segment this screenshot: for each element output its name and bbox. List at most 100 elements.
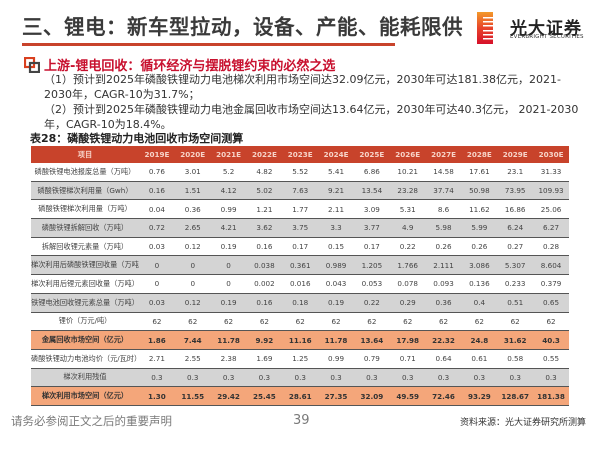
cell-value: 0.36 [174, 199, 211, 220]
cell-value: 0.3 [425, 368, 462, 388]
bullet-item: （1）预计到2025年磷酸铁锂动力电池梯次利用市场空间达32.09亿元，2030… [44, 73, 561, 101]
cell-value: 0.136 [461, 274, 498, 294]
cell-value: 0.04 [139, 199, 175, 220]
cell-value: 2.55 [174, 349, 211, 369]
cell-value: 181.38 [533, 386, 569, 406]
cell-value: 0.16 [246, 293, 283, 313]
cell-value: 31.33 [533, 163, 569, 182]
cell-value: 1.77 [282, 199, 319, 220]
cell-value: 5.2 [210, 163, 247, 182]
row-label: 磷酸铁锂电池报废总量（万吨） [31, 163, 139, 182]
cell-value: 0.989 [318, 255, 354, 276]
row-label: 梯次利用残值 [31, 368, 139, 388]
table-row: 磷酸铁锂动力电池均价（元/瓦时） 2.71 2.55 2.38 1.69 1.25 0.99… [31, 349, 569, 369]
cell-value: 0.19 [318, 293, 354, 313]
row-label: 梯次利用后磷酸铁锂回收量（万吨） [31, 255, 139, 276]
cell-value: 8.6 [425, 199, 462, 220]
cell-value: 0.3 [533, 368, 569, 388]
cell-value: 0.3 [174, 368, 211, 388]
table-row: 磷酸铁锂拆解回收（万吨） 0.72 2.65 4.21 3.62 3.75 3.3 3.77 4… [31, 218, 569, 238]
column-header-year: 2025E [353, 146, 390, 163]
cell-value: 7.63 [282, 181, 319, 201]
cell-value: 0.002 [246, 274, 283, 294]
row-label: 磷酸铁锂动力电池均价（元/瓦时） [31, 349, 139, 369]
cell-value: 17.98 [389, 330, 426, 350]
cell-value: 2.65 [174, 218, 211, 238]
cell-value: 0.76 [139, 163, 175, 182]
cell-value: 0.51 [497, 293, 534, 313]
cell-value: 22.32 [425, 330, 462, 350]
cell-value: 5.02 [246, 181, 283, 201]
cell-value: 0.093 [425, 274, 462, 294]
cell-value: 11.62 [461, 199, 498, 220]
column-header-year: 2021E [210, 146, 247, 163]
table-row: 梯次利用残值 0.3 0.3 0.3 0.3 0.3 0.3 0.3 0.3 0.3 0.3 0.3 0… [31, 368, 569, 388]
table-row: 磷酸铁锂梯次利用量（万吨） 0.04 0.36 0.99 1.21 1.77 2.11 3.0… [31, 199, 569, 220]
cell-value: 3.62 [246, 218, 283, 238]
cell-value: 0.71 [389, 349, 426, 369]
cell-value: 1.69 [246, 349, 283, 369]
cell-value: 2.71 [139, 349, 175, 369]
cell-value: 1.51 [174, 181, 211, 201]
disclaimer-note: 请务必参阅正文之后的重要声明 [11, 414, 172, 428]
cell-value: 0 [210, 255, 247, 276]
cell-value: 0.19 [210, 237, 247, 257]
bullet-item: （2）预计到2025年磷酸铁锂动力电池金属回收市场空间达13.64亿元，2030… [44, 103, 579, 131]
cell-value: 3.3 [318, 218, 354, 238]
table-row: 梯次利用后锂元素回收量（万吨） 0 0 0 0.002 0.016 0.043 0.053 0.… [31, 274, 569, 294]
cell-value: 62 [174, 312, 211, 332]
row-label: 磷酸铁锂梯次利用量（Gwh） [31, 181, 139, 201]
column-header-year: 2022E [246, 146, 283, 163]
source-note: 资料来源：光大证券研究所测算 [459, 418, 586, 428]
cell-value: 1.30 [139, 386, 175, 406]
bullet-list: （1）预计到2025年磷酸铁锂动力电池梯次利用市场空间达32.09亿元，2030… [44, 72, 584, 132]
cell-value: 37.74 [425, 181, 462, 201]
cell-value: 0.79 [353, 349, 390, 369]
cell-value: 2.38 [210, 349, 247, 369]
cell-value: 11.78 [210, 330, 247, 350]
cell-value: 0.72 [139, 218, 175, 238]
cell-value: 1.21 [246, 199, 283, 220]
cell-value: 13.64 [353, 330, 390, 350]
column-header-year: 2023E [282, 146, 319, 163]
cell-value: 25.45 [246, 386, 283, 406]
cell-value: 1.25 [282, 349, 319, 369]
cell-value: 0.17 [282, 237, 319, 257]
cell-value: 62 [533, 312, 569, 332]
cell-value: 0.19 [210, 293, 247, 313]
cell-value: 0.16 [246, 237, 283, 257]
cell-value: 8.604 [533, 255, 569, 276]
table-row: 磷酸铁锂梯次利用量（Gwh） 0.16 1.51 4.12 5.02 7.63 9.21 13… [31, 181, 569, 201]
cell-value: 0.36 [425, 293, 462, 313]
cell-value: 0.15 [318, 237, 354, 257]
cell-value: 0.26 [461, 237, 498, 257]
row-label: 梯次利用市场空间（亿元） [31, 386, 139, 406]
table-row: 金属回收市场空间（亿元） 1.86 7.44 11.78 9.92 11.16 11.78 1… [31, 330, 569, 350]
cell-value: 0.038 [246, 255, 283, 276]
cell-value: 93.29 [461, 386, 498, 406]
cell-value: 73.95 [497, 181, 534, 201]
table-caption: 表28：磷酸铁锂动力电池回收市场空间测算 [30, 132, 244, 145]
cell-value: 23.1 [497, 163, 534, 182]
table-row: 梯次利用后磷酸铁锂回收量（万吨） 0 0 0 0.038 0.361 0.989 1.205 1… [31, 255, 569, 276]
cell-value: 0.29 [389, 293, 426, 313]
row-label: 拆解回收锂元素量（万吨） [31, 237, 139, 257]
cell-value: 32.09 [353, 386, 390, 406]
cell-value: 62 [389, 312, 426, 332]
page-number: 39 [293, 413, 310, 428]
recycling-market-table: 项目 2019E 2020E 2021E 2022E 2023E 2024E 2025E 202… [31, 146, 569, 406]
cell-value: 1.766 [389, 255, 426, 276]
cell-value: 0.03 [139, 237, 175, 257]
cell-value: 27.35 [318, 386, 354, 406]
table-row: 梯次利用市场空间（亿元） 1.30 11.55 29.42 25.45 28.61 27.3… [31, 386, 569, 406]
cell-value: 0.053 [353, 274, 390, 294]
cell-value: 14.58 [425, 163, 462, 182]
cell-value: 25.06 [533, 199, 569, 220]
cell-value: 3.77 [353, 218, 390, 238]
cell-value: 0.22 [353, 293, 390, 313]
table-header-row: 项目 2019E 2020E 2021E 2022E 2023E 2024E 2025E 202… [31, 146, 569, 163]
row-label: 磷酸铁锂拆解回收（万吨） [31, 218, 139, 238]
cell-value: 62 [139, 312, 175, 332]
brand-logo: 光大证券 EVERBRIGHT SECURITIES [477, 12, 597, 44]
cell-value: 0.65 [533, 293, 569, 313]
